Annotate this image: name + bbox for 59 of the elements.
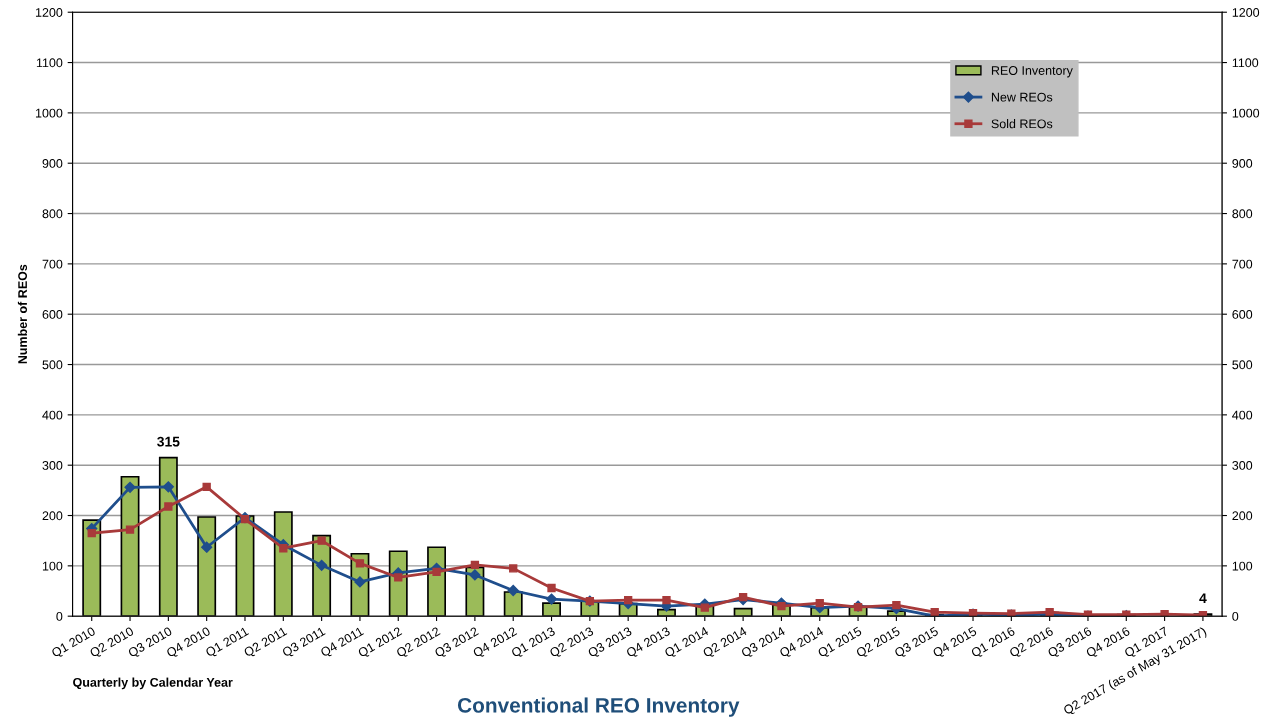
x-axis-title: Quarterly by Calendar Year	[73, 677, 233, 690]
text: Conventional REO Inventory	[457, 697, 740, 717]
y2-tick-label: 100	[1232, 561, 1253, 571]
data-label: 315	[157, 436, 180, 447]
legend-label: Sold REOs	[991, 119, 1053, 129]
point	[201, 541, 213, 553]
y2-tick-label: 500	[1232, 360, 1253, 370]
legend-label: New REOs	[991, 92, 1053, 102]
point	[469, 569, 481, 581]
y-tick-label: 100	[42, 561, 63, 571]
y2-tick-label: 0	[1232, 611, 1239, 621]
y2-tick-label: 1200	[1232, 8, 1260, 17]
y-tick-label: 900	[42, 159, 63, 168]
point	[202, 482, 211, 492]
point	[545, 593, 558, 605]
y2-tick-label: 400	[1232, 410, 1253, 420]
point	[125, 525, 135, 534]
y-tick-label: 300	[42, 460, 63, 470]
point	[470, 560, 480, 570]
point	[162, 481, 174, 493]
point	[509, 564, 518, 573]
point	[547, 583, 556, 593]
point	[815, 598, 824, 608]
point	[394, 573, 403, 582]
y-tick-label: 200	[42, 511, 63, 521]
y2-tick-label: 1100	[1232, 58, 1259, 68]
legend-label: REO Inventory	[991, 66, 1073, 78]
point	[164, 502, 173, 511]
y2-tick-label: 300	[1232, 460, 1253, 470]
point	[355, 559, 365, 568]
point	[1160, 610, 1169, 617]
point	[662, 595, 671, 605]
point	[124, 481, 136, 493]
y-tick-label: 500	[42, 360, 63, 370]
y-tick-label: 400	[42, 410, 63, 420]
y-tick-label: 0	[56, 611, 63, 621]
y2-tick-label: 1000	[1232, 108, 1260, 118]
y-tick-label: 1200	[35, 8, 63, 17]
y2-tick-label: 700	[1232, 259, 1253, 269]
point	[87, 528, 96, 538]
y-axis-title: Number of REOs	[17, 264, 28, 364]
y-tick-label: 600	[42, 310, 63, 319]
point	[316, 559, 328, 571]
point	[892, 600, 901, 610]
y-tick-label: 1000	[35, 108, 63, 118]
point	[432, 567, 441, 577]
data-label: 4	[1199, 593, 1207, 603]
point	[623, 595, 633, 605]
point	[279, 544, 288, 553]
point	[507, 584, 519, 597]
y2-tick-label: 900	[1232, 159, 1253, 168]
y-tick-label: 700	[42, 259, 63, 269]
y-tick-label: 800	[42, 209, 63, 219]
y2-tick-label: 200	[1232, 511, 1253, 521]
point	[317, 536, 326, 545]
point	[738, 592, 748, 602]
y2-tick-label: 800	[1232, 209, 1253, 219]
y2-tick-label: 600	[1232, 310, 1253, 319]
y-tick-label: 1100	[36, 58, 63, 68]
